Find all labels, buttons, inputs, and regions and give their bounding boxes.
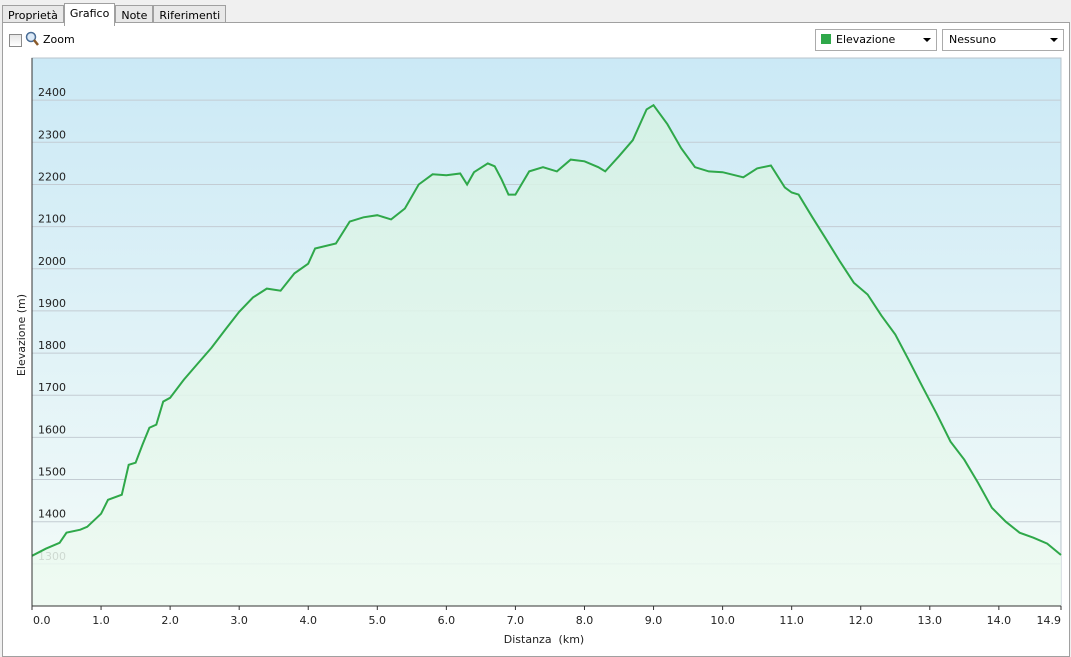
x-tick-label: 14.9 [1037,614,1062,627]
dropdown-text: Nessuno [949,33,997,46]
y-tick-label: 1900 [38,297,66,310]
y-tick-label: 2400 [38,86,66,99]
series-dropdown[interactable]: Elevazione [815,29,937,51]
x-tick-label: 6.0 [438,614,456,627]
y-axis-title: Elevazione (m) [15,294,28,376]
dropdown-text: Elevazione [836,33,896,46]
x-tick-label: 10.0 [710,614,735,627]
legend-swatch [821,34,831,44]
y-tick-label: 2000 [38,255,66,268]
y-tick-label: 1700 [38,381,66,394]
x-tick-label: 7.0 [507,614,525,627]
x-tick-label: 13.0 [918,614,943,627]
tab[interactable]: Note [115,5,154,25]
x-axis-title: Distanza (km) [504,633,584,646]
secondary-dropdown[interactable]: Nessuno [942,29,1064,51]
y-tick-label: 2100 [38,213,66,226]
x-tick-label: 0.0 [33,614,51,627]
x-tick-label: 12.0 [848,614,873,627]
y-tick-label: 1800 [38,339,66,352]
x-tick-label: 9.0 [645,614,663,627]
tab-bar: Proprietà Grafico Note Riferimenti [2,3,227,26]
tab[interactable]: Riferimenti [153,5,227,25]
x-tick-label: 5.0 [369,614,387,627]
x-tick-label: 11.0 [779,614,804,627]
area [32,105,1061,606]
y-tick-label: 1400 [38,508,66,521]
y-tick-label: 2200 [38,170,66,183]
x-tick-label: 8.0 [576,614,594,627]
checkbox[interactable] [9,34,22,47]
tab[interactable]: Grafico [63,3,116,26]
line [31,103,1062,557]
y-tick-label: 1500 [38,466,66,479]
tab[interactable]: Proprietà [2,5,64,25]
magnifier-icon [25,31,39,46]
zoom-label[interactable]: Zoom [43,33,75,46]
y-tick-label: 1600 [38,423,66,436]
x-tick-label: 3.0 [230,614,248,627]
x-tick-label: 14.0 [987,614,1012,627]
x-tick-label: 4.0 [299,614,317,627]
y-tick-label: 2300 [38,128,66,141]
x-tick-label: 1.0 [92,614,110,627]
x-tick-label: 2.0 [161,614,179,627]
